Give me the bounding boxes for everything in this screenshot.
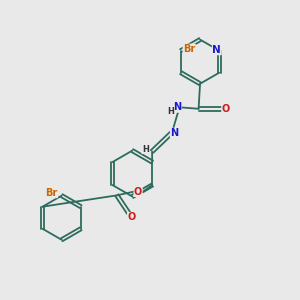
Text: N: N: [170, 128, 178, 138]
Text: N: N: [212, 45, 221, 55]
Text: Br: Br: [183, 44, 195, 54]
Text: H: H: [167, 106, 174, 116]
Text: Br: Br: [45, 188, 58, 198]
Text: O: O: [222, 104, 230, 114]
Text: N: N: [173, 102, 181, 112]
Text: O: O: [128, 212, 136, 222]
Text: O: O: [134, 187, 142, 196]
Text: H: H: [142, 145, 149, 154]
